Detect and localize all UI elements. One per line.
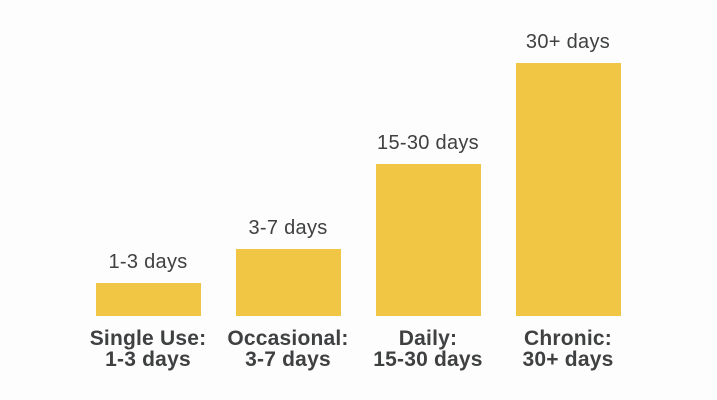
bar-group-single-use: 1-3 days Single Use: 1-3 days — [78, 31, 218, 370]
bar-group-daily: 15-30 days Daily: 15-30 days — [358, 31, 498, 370]
bar-value-label: 1-3 days — [108, 251, 188, 273]
bar-category-line2: 3-7 days — [245, 348, 331, 371]
bar-daily — [375, 164, 481, 316]
bar-category-line1: Single Use: — [89, 327, 207, 350]
bar-category-label: Daily: 15-30 days — [373, 328, 482, 370]
bar-category-label: Chronic: 30+ days — [523, 328, 614, 370]
bar-chronic — [515, 63, 621, 316]
bar-chart-columns: 1-3 days Single Use: 1-3 days 3-7 days O… — [78, 31, 638, 370]
bar-single-use — [95, 283, 201, 316]
bar-value-label: 3-7 days — [248, 217, 328, 239]
bar-category-line1: Daily: — [398, 327, 458, 350]
bar-category-label: Occasional: 3-7 days — [227, 328, 348, 370]
bar-value-label: 15-30 days — [377, 132, 479, 154]
bar-occasional — [235, 249, 341, 316]
bar-category-line1: Chronic: — [524, 327, 612, 350]
bar-group-occasional: 3-7 days Occasional: 3-7 days — [218, 31, 358, 370]
bar-category-line2: 1-3 days — [105, 348, 191, 371]
bar-value-label: 30+ days — [525, 31, 611, 53]
bar-group-chronic: 30+ days Chronic: 30+ days — [498, 31, 638, 370]
bar-category-line1: Occasional: — [227, 327, 349, 350]
bar-category-label: Single Use: 1-3 days — [90, 328, 207, 370]
bar-category-line2: 15-30 days — [373, 348, 483, 371]
bar-category-line2: 30+ days — [522, 348, 614, 371]
